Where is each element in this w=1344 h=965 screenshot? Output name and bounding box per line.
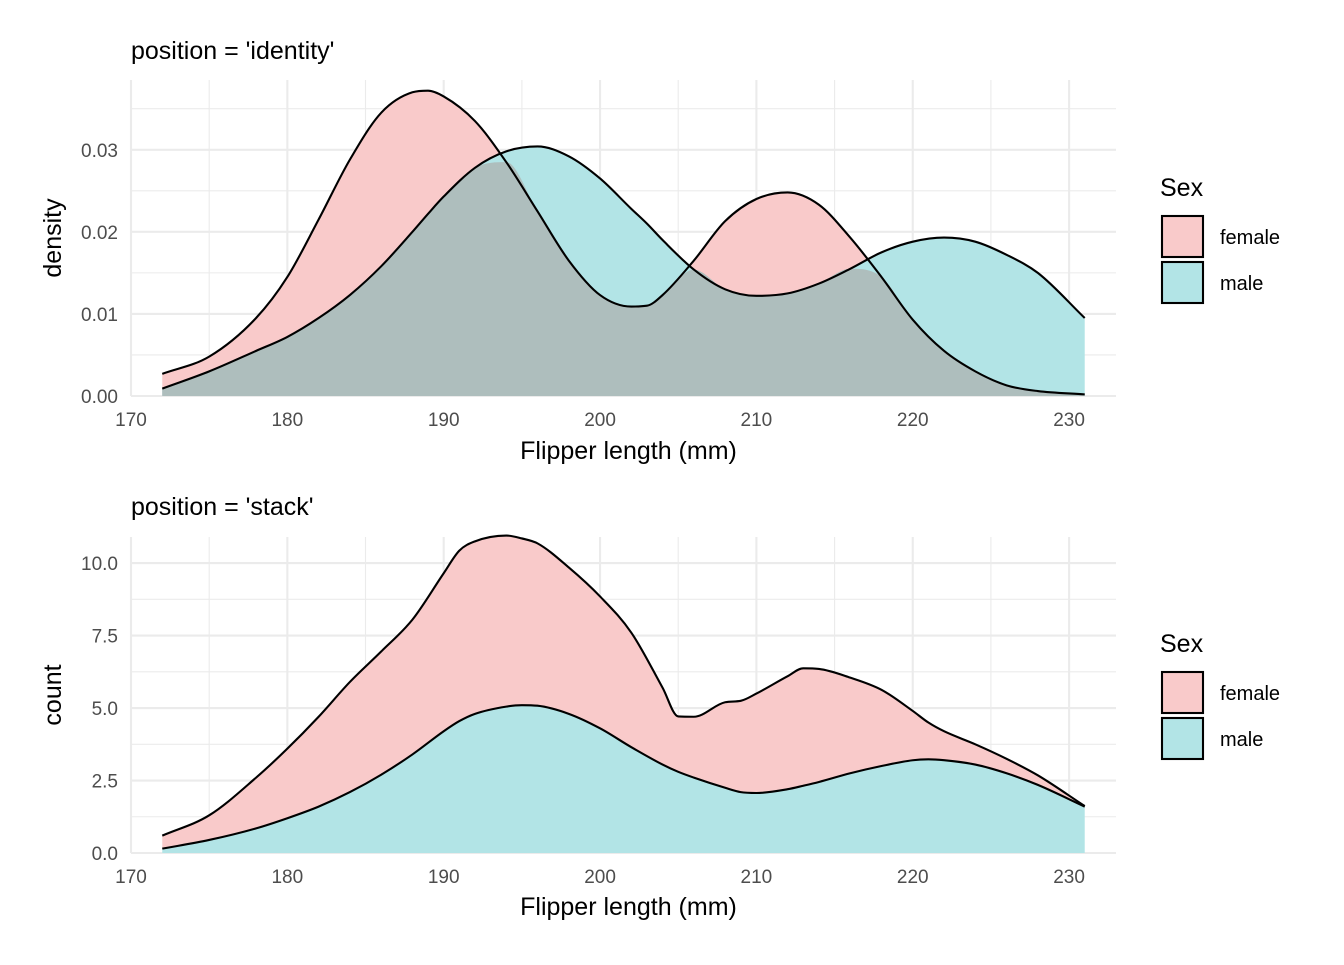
x-tick-label: 220 bbox=[897, 410, 929, 431]
male-stacked-line bbox=[162, 704, 1086, 850]
x-tick-label: 170 bbox=[115, 410, 147, 431]
legend-title: Sex bbox=[1160, 174, 1204, 202]
y-axis-title: density bbox=[39, 198, 67, 278]
legend-label-female: female bbox=[1220, 227, 1280, 249]
x-axis-title: Flipper length (mm) bbox=[520, 437, 737, 465]
legend-key-female bbox=[1160, 214, 1205, 259]
female-density-line bbox=[161, 89, 1085, 396]
male-density-line bbox=[161, 145, 1086, 390]
female-stacked-line bbox=[161, 534, 1086, 837]
legend-title: Sex bbox=[1160, 630, 1204, 658]
legend-key-female bbox=[1160, 670, 1205, 715]
legend-label-female: female bbox=[1220, 683, 1280, 705]
x-tick-label: 180 bbox=[271, 410, 303, 431]
y-tick-label: 0.02 bbox=[81, 223, 118, 244]
y-tick-label: 5.0 bbox=[92, 699, 118, 720]
y-axis-title: count bbox=[39, 664, 67, 725]
x-tick-label: 200 bbox=[584, 867, 616, 888]
legend-label-male: male bbox=[1220, 729, 1263, 751]
x-tick-label: 210 bbox=[741, 410, 773, 431]
overlap-density-area bbox=[162, 162, 1085, 396]
male-stacked-area bbox=[162, 705, 1085, 853]
panel-title: position = 'identity' bbox=[131, 37, 334, 65]
chart-panel-2: 170 180 190 200 210 220 230 0.0 2.5 5.0 7.5 10.0 pos… bbox=[39, 493, 1280, 921]
x-tick-label: 220 bbox=[897, 867, 929, 888]
y-tick-label: 0.00 bbox=[81, 387, 118, 408]
data-layer bbox=[161, 89, 1086, 397]
x-tick-label: 210 bbox=[741, 867, 773, 888]
data-layer bbox=[161, 534, 1086, 853]
chart-panel-1: 170 180 190 200 210 220 230 0.00 0.01 0.02 0.03 pos… bbox=[39, 37, 1280, 465]
female-stacked-area bbox=[162, 535, 1085, 849]
x-tick-label: 170 bbox=[115, 867, 147, 888]
y-tick-label: 0.0 bbox=[92, 844, 118, 865]
legend-key-male bbox=[1160, 260, 1205, 305]
panel-title: position = 'stack' bbox=[131, 493, 314, 521]
y-tick-label: 0.01 bbox=[81, 305, 118, 326]
x-tick-label: 230 bbox=[1053, 410, 1085, 431]
y-tick-label: 2.5 bbox=[92, 772, 118, 793]
y-tick-label: 10.0 bbox=[81, 554, 118, 575]
x-tick-label: 190 bbox=[428, 410, 460, 431]
legend: Sex female male bbox=[1160, 174, 1280, 305]
x-tick-label: 180 bbox=[271, 867, 303, 888]
y-tick-label: 0.03 bbox=[81, 141, 118, 162]
x-tick-label: 200 bbox=[584, 410, 616, 431]
x-tick-label: 190 bbox=[428, 867, 460, 888]
legend-label-male: male bbox=[1220, 273, 1263, 295]
x-tick-label: 230 bbox=[1053, 867, 1085, 888]
y-tick-label: 7.5 bbox=[92, 627, 118, 648]
legend: Sex female male bbox=[1160, 630, 1280, 761]
legend-key-male bbox=[1160, 716, 1205, 761]
x-axis-title: Flipper length (mm) bbox=[520, 893, 737, 921]
